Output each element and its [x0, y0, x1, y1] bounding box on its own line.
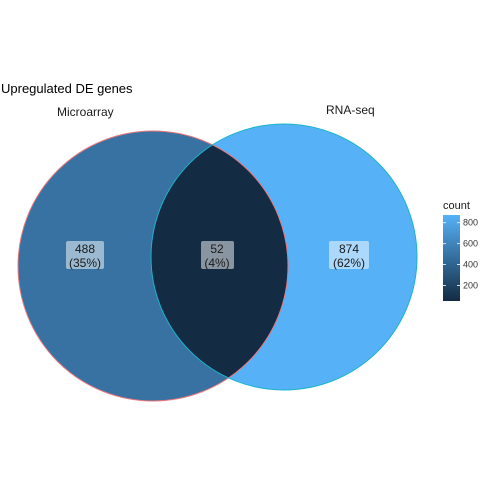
set-a-percent: (35%) — [69, 256, 101, 270]
set-b-count: 874 — [339, 242, 359, 256]
set-a-label: Microarray — [57, 105, 114, 119]
set-b-label: RNA-seq — [326, 103, 375, 117]
intersection-percent: (4%) — [204, 256, 229, 270]
intersection-count: 52 — [210, 242, 224, 256]
chart-title: Upregulated DE genes — [1, 81, 133, 96]
set-a-count: 488 — [75, 242, 95, 256]
legend: count 200 400 600 800 — [443, 200, 478, 301]
legend-title: count — [443, 200, 470, 212]
legend-tick-label: 200 — [463, 281, 478, 291]
legend-tick-label: 400 — [463, 260, 478, 270]
legend-colorbar — [443, 215, 460, 301]
legend-tick-label: 800 — [463, 218, 478, 228]
legend-tick-label: 600 — [463, 239, 478, 249]
set-b-percent: (62%) — [333, 256, 365, 270]
